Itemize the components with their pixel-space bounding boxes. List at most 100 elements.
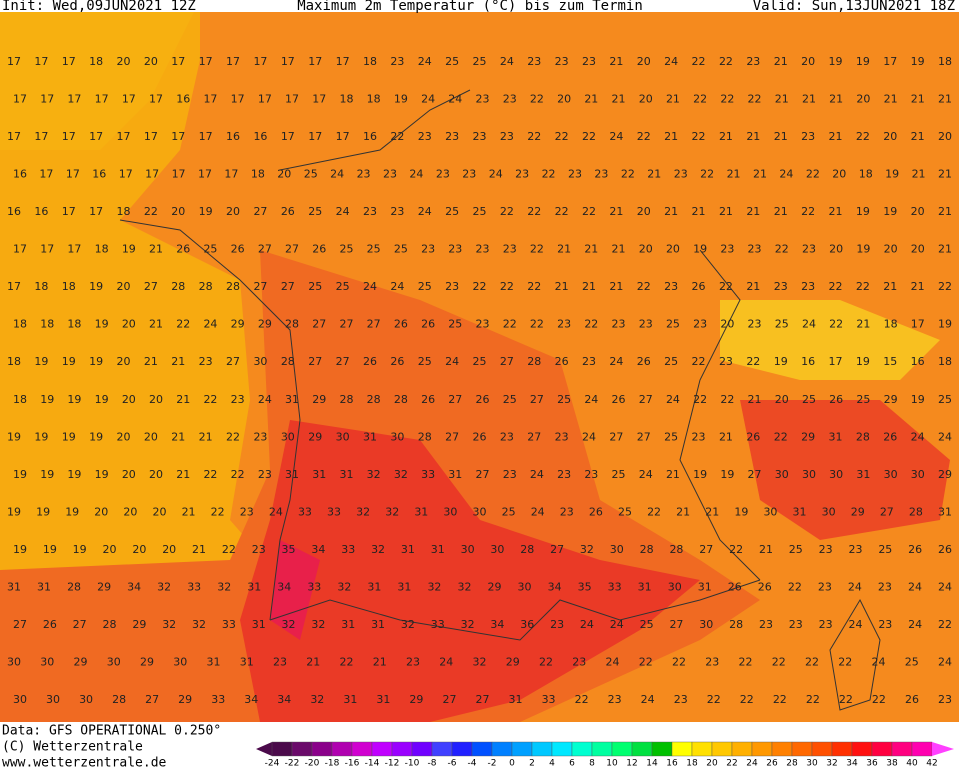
temperature-value: 22 — [774, 430, 788, 443]
temperature-value: 30 — [390, 430, 404, 443]
temperature-value: 21 — [666, 93, 680, 106]
temperature-values: 17 17 17 18 20 20 17 17 17 17 17 17 17 18 23 24 25 25 24 23… — [7, 55, 952, 706]
temperature-value: 25 — [418, 280, 432, 293]
temperature-value: 17 — [231, 93, 245, 106]
temperature-value: 28 — [281, 355, 295, 368]
temperature-value: 23 — [878, 580, 892, 593]
temperature-value: 30 — [473, 505, 487, 518]
temperature-value: 22 — [222, 543, 236, 556]
temperature-value: 23 — [819, 543, 833, 556]
temperature-value: 27 — [285, 243, 299, 256]
temperature-value: 25 — [394, 243, 408, 256]
website: www.wetterzentrale.de — [2, 756, 167, 770]
legend-label: -16 — [345, 759, 360, 769]
temperature-value: 32 — [385, 505, 399, 518]
temperature-value: 27 — [258, 243, 272, 256]
temperature-value: 31 — [252, 618, 266, 631]
temperature-value: 22 — [530, 318, 544, 331]
legend-swatch — [291, 741, 313, 757]
temperature-value: 19 — [883, 205, 897, 218]
temperature-value: 22 — [672, 655, 686, 668]
temperature-value: 16 — [911, 355, 925, 368]
legend-swatch — [831, 741, 853, 757]
temperature-value: 26 — [421, 393, 435, 406]
temperature-value: 21 — [609, 280, 623, 293]
legend-swatch — [331, 741, 353, 757]
temperature-value: 20 — [117, 430, 131, 443]
temperature-value: 19 — [720, 468, 734, 481]
temperature-value: 30 — [911, 468, 925, 481]
temperature-value: 35 — [578, 580, 592, 593]
temperature-value: 21 — [727, 168, 741, 181]
temperature-value: 26 — [281, 205, 295, 218]
legend-arrow-low — [256, 742, 272, 756]
temperature-value: 29 — [312, 393, 326, 406]
temperature-value: 22 — [693, 93, 707, 106]
temperature-value: 24 — [269, 505, 283, 518]
temperature-value: 21 — [911, 130, 925, 143]
temperature-value: 20 — [226, 205, 240, 218]
temperature-value: 28 — [285, 318, 299, 331]
temperature-value: 23 — [674, 693, 688, 706]
temperature-value: 25 — [473, 205, 487, 218]
temperature-value: 23 — [557, 318, 571, 331]
temperature-value: 16 — [801, 355, 815, 368]
temperature-value: 25 — [775, 318, 789, 331]
temperature-value: 31 — [828, 430, 842, 443]
temperature-value: 19 — [62, 430, 76, 443]
temperature-value: 24 — [439, 655, 453, 668]
temperature-value: 30 — [443, 505, 457, 518]
temperature-value: 31 — [207, 655, 221, 668]
temperature-value: 21 — [664, 130, 678, 143]
temperature-value: 30 — [802, 468, 816, 481]
temperature-value: 23 — [746, 55, 760, 68]
temperature-value: 21 — [171, 355, 185, 368]
temperature-value: 17 — [89, 130, 103, 143]
temperature-value: 17 — [39, 168, 53, 181]
temperature-value: 25 — [664, 430, 678, 443]
temperature-value: 28 — [367, 393, 381, 406]
temperature-value: 28 — [527, 355, 541, 368]
temperature-value: 20 — [720, 318, 734, 331]
temperature-value: 31 — [414, 505, 428, 518]
temperature-value: 25 — [308, 280, 322, 293]
temperature-value: 21 — [802, 93, 816, 106]
legend-swatch — [371, 741, 393, 757]
temperature-value: 22 — [390, 130, 404, 143]
temperature-value: 23 — [720, 243, 734, 256]
temperature-value: 23 — [445, 280, 459, 293]
temperature-value: 29 — [938, 468, 952, 481]
temperature-value: 23 — [273, 655, 287, 668]
temperature-value: 29 — [506, 655, 520, 668]
temperature-value: 25 — [339, 243, 353, 256]
temperature-value: 17 — [308, 55, 322, 68]
temperature-value: 23 — [582, 55, 596, 68]
temperature-value: 22 — [938, 618, 952, 631]
temperature-value: 32 — [157, 580, 171, 593]
temperature-value: 34 — [277, 693, 291, 706]
temperature-value: 23 — [390, 55, 404, 68]
temperature-value: 20 — [117, 55, 131, 68]
temperature-value: 23 — [801, 280, 815, 293]
temperature-value: 17 — [285, 93, 299, 106]
temperature-value: 22 — [806, 693, 820, 706]
temperature-value: 25 — [418, 355, 432, 368]
temperature-value: 25 — [503, 393, 517, 406]
temperature-value: 27 — [367, 318, 381, 331]
temperature-value: 19 — [89, 280, 103, 293]
temperature-value: 31 — [448, 468, 462, 481]
temperature-value: 30 — [7, 655, 21, 668]
temperature-value: 23 — [503, 468, 517, 481]
temperature-value: 31 — [7, 580, 21, 593]
temperature-value: 17 — [119, 168, 133, 181]
temperature-value: 24 — [203, 318, 217, 331]
temperature-value: 30 — [461, 543, 475, 556]
temperature-value: 22 — [746, 355, 760, 368]
temperature-value: 33 — [187, 580, 201, 593]
temperature-value: 21 — [774, 55, 788, 68]
temperature-value: 18 — [13, 318, 27, 331]
temperature-value: 17 — [198, 168, 212, 181]
temperature-value: 28 — [103, 618, 117, 631]
temperature-value: 22 — [740, 693, 754, 706]
